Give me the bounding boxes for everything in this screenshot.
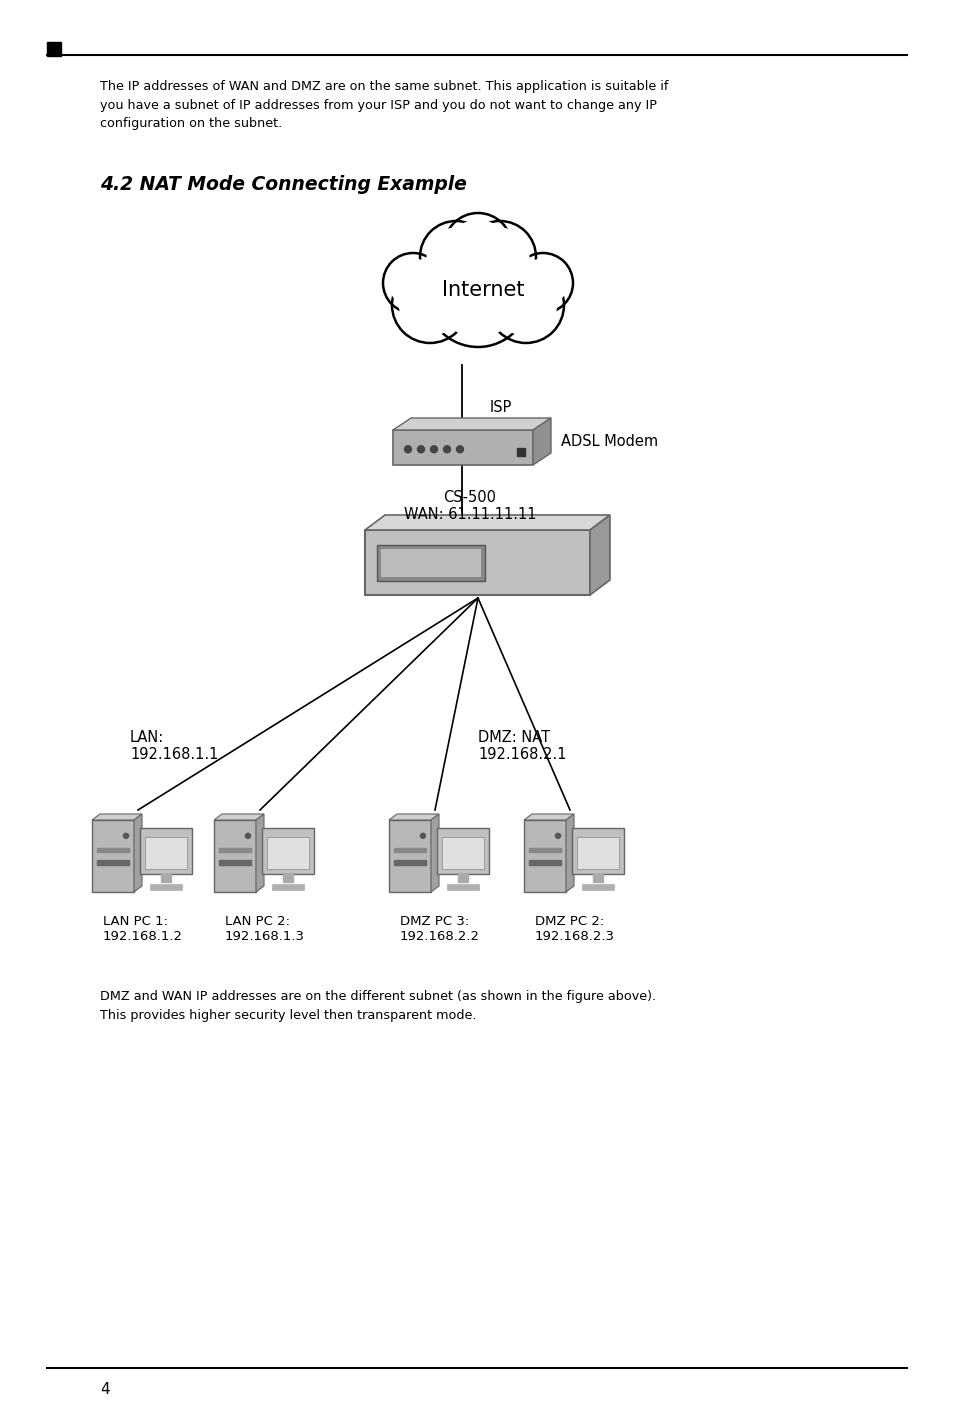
Polygon shape [365,515,609,530]
Bar [577,837,618,868]
Bar [272,884,304,890]
Polygon shape [389,820,431,892]
Bar [97,860,129,864]
Circle shape [404,446,411,453]
Circle shape [488,267,563,343]
Bar [145,837,187,868]
Circle shape [382,253,442,313]
Polygon shape [213,813,264,820]
Circle shape [388,258,437,308]
Text: CS-500
WAN: 61.11.11.11: CS-500 WAN: 61.11.11.11 [403,490,536,522]
Bar [394,860,426,864]
Circle shape [430,446,437,453]
Bar [441,837,483,868]
Bar [219,849,251,853]
Text: DMZ: NAT
192.168.2.1: DMZ: NAT 192.168.2.1 [477,730,566,762]
Polygon shape [133,813,142,892]
Bar [380,549,480,576]
Polygon shape [140,827,192,874]
Polygon shape [262,827,314,874]
Polygon shape [565,813,574,892]
Text: 4.2 NAT Mode Connecting Example: 4.2 NAT Mode Connecting Example [100,175,466,193]
Circle shape [463,222,536,294]
Circle shape [419,222,492,294]
Bar [219,860,251,864]
Circle shape [123,833,129,839]
Bar [97,849,129,853]
Text: LAN PC 2:
192.168.1.3: LAN PC 2: 192.168.1.3 [225,915,305,943]
Bar [593,874,602,882]
Circle shape [392,267,468,343]
Polygon shape [393,431,533,465]
Circle shape [555,833,560,839]
Polygon shape [589,515,609,594]
Text: ISP: ISP [490,400,512,415]
Text: 4: 4 [100,1382,110,1396]
Circle shape [513,253,573,313]
Bar [394,849,426,853]
Circle shape [443,446,450,453]
Circle shape [470,227,529,287]
Text: LAN PC 1:
192.168.1.2: LAN PC 1: 192.168.1.2 [103,915,183,943]
Polygon shape [533,418,551,465]
Circle shape [420,833,425,839]
Text: The IP addresses of WAN and DMZ are on the same subnet. This application is suit: The IP addresses of WAN and DMZ are on t… [100,80,668,130]
Polygon shape [436,827,489,874]
Polygon shape [255,813,264,892]
Circle shape [495,274,557,336]
Polygon shape [389,813,438,820]
Circle shape [417,446,424,453]
Polygon shape [572,827,623,874]
Bar [267,837,309,868]
Text: ADSL Modem: ADSL Modem [560,435,658,449]
Bar [529,849,560,853]
Polygon shape [431,813,438,892]
Circle shape [435,253,520,337]
Polygon shape [213,820,255,892]
Bar [517,448,524,456]
Bar [581,884,614,890]
Polygon shape [393,418,551,431]
Circle shape [398,274,460,336]
Circle shape [456,446,463,453]
Text: DMZ and WAN IP addresses are on the different subnet (as shown in the figure abo: DMZ and WAN IP addresses are on the diff… [100,990,656,1021]
Text: DMZ PC 2:
192.168.2.3: DMZ PC 2: 192.168.2.3 [535,915,615,943]
Circle shape [426,227,485,287]
Text: DMZ PC 3:
192.168.2.2: DMZ PC 3: 192.168.2.2 [399,915,479,943]
Polygon shape [523,813,574,820]
Bar [376,545,484,580]
Circle shape [517,258,567,308]
Text: Internet: Internet [441,280,524,299]
Polygon shape [91,820,133,892]
Circle shape [426,243,530,347]
Polygon shape [365,530,589,594]
Polygon shape [91,813,142,820]
Circle shape [450,219,505,275]
Text: LAN:
192.168.1.1: LAN: 192.168.1.1 [130,730,218,762]
Bar [47,42,61,56]
Bar [150,884,182,890]
Circle shape [245,833,251,839]
Polygon shape [523,820,565,892]
Bar [283,874,293,882]
Bar [161,874,171,882]
Bar [529,860,560,864]
Bar [447,884,478,890]
Circle shape [443,213,512,281]
Bar [457,874,468,882]
